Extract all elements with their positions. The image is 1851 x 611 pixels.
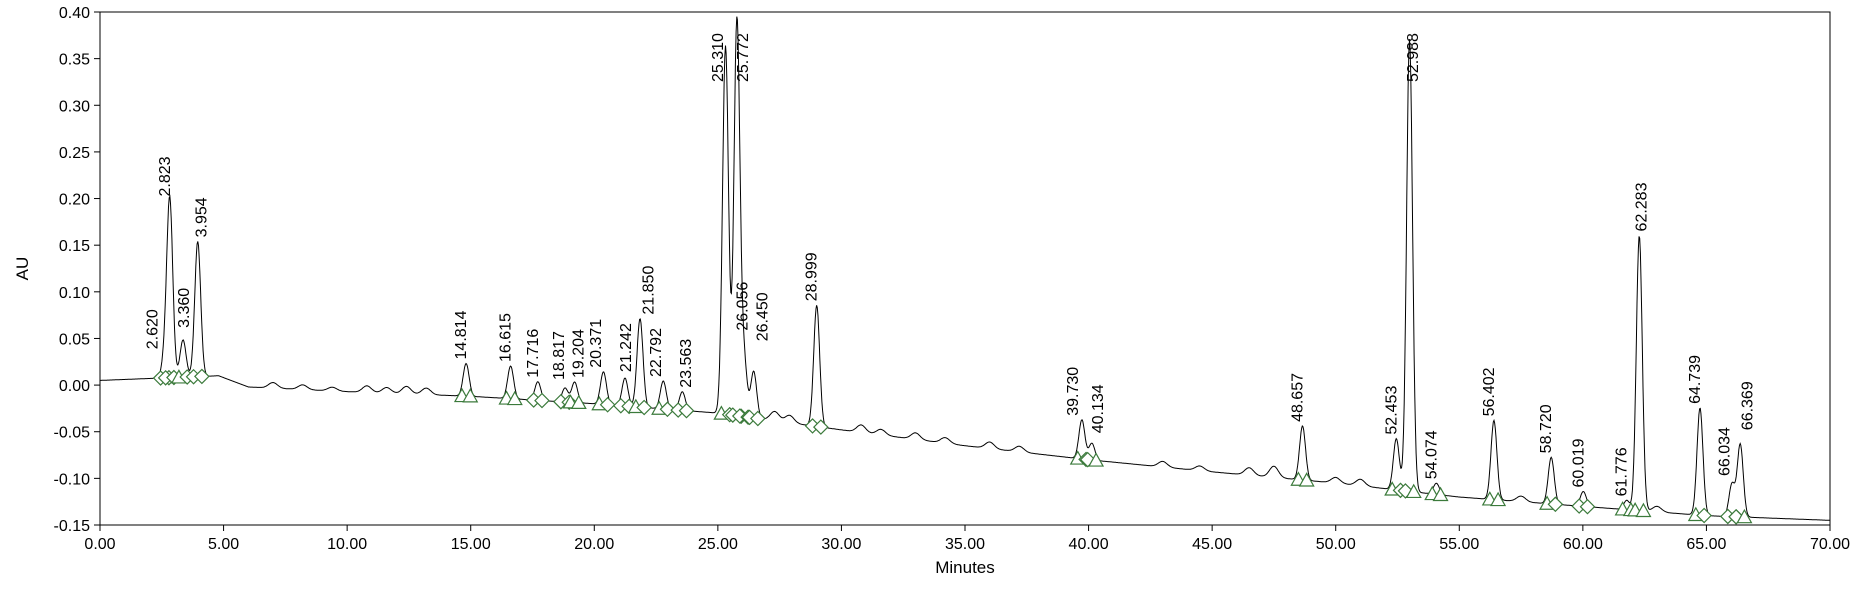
- x-tick-label: 40.00: [1069, 536, 1109, 553]
- peak-label: 52.988: [1405, 33, 1422, 82]
- y-tick-label: -0.15: [54, 518, 91, 535]
- x-tick-label: 55.00: [1439, 536, 1479, 553]
- peak-label: 28.999: [804, 252, 821, 301]
- x-tick-label: 20.00: [574, 536, 614, 553]
- peak-label: 3.954: [193, 197, 210, 237]
- y-tick-label: -0.05: [54, 425, 91, 442]
- peak-label: 56.402: [1481, 367, 1498, 416]
- x-tick-label: 45.00: [1192, 536, 1232, 553]
- y-tick-label: 0.30: [59, 98, 90, 115]
- peak-label: 23.563: [678, 339, 695, 388]
- y-tick-label: -0.10: [54, 471, 91, 488]
- peak-label: 14.814: [453, 310, 470, 359]
- y-tick-label: 0.00: [59, 378, 90, 395]
- peak-label: 39.730: [1065, 367, 1082, 416]
- peak-label: 2.823: [157, 156, 174, 196]
- peak-label: 21.242: [618, 323, 635, 372]
- peak-label: 2.620: [144, 309, 161, 349]
- peak-label: 17.716: [525, 329, 542, 378]
- x-tick-label: 60.00: [1563, 536, 1603, 553]
- peak-label: 58.720: [1538, 404, 1555, 453]
- y-tick-label: 0.20: [59, 192, 90, 209]
- peak-label: 64.739: [1687, 355, 1704, 404]
- x-tick-label: 10.00: [327, 536, 367, 553]
- peak-label: 26.450: [754, 292, 771, 341]
- peak-label: 22.792: [648, 328, 665, 377]
- y-axis-label: AU: [13, 257, 32, 281]
- chromatogram-container: -0.15 -0.10 -0.05 0.00 0.05 0.10 0.15 0.20 0.25 0…: [0, 0, 1851, 611]
- peak-label: 66.369: [1740, 381, 1757, 430]
- x-tick-label: 15.00: [451, 536, 491, 553]
- chromatogram-svg: -0.15 -0.10 -0.05 0.00 0.05 0.10 0.15 0.20 0.25 0…: [0, 0, 1851, 611]
- peak-label: 54.074: [1423, 430, 1440, 479]
- y-tick-label: 0.15: [59, 238, 90, 255]
- peak-label: 25.772: [735, 33, 752, 82]
- peak-label: 60.019: [1570, 438, 1587, 487]
- peak-label: 62.283: [1634, 182, 1651, 231]
- peak-label: 40.134: [1090, 384, 1107, 433]
- peak-label: 20.371: [588, 319, 605, 368]
- y-tick-label: 0.25: [59, 145, 90, 162]
- x-axis-label: Minutes: [935, 558, 995, 577]
- x-tick-label: 65.00: [1686, 536, 1726, 553]
- x-tick-label: 5.00: [208, 536, 239, 553]
- x-tick-label: 25.00: [698, 536, 738, 553]
- peak-label: 3.360: [176, 288, 193, 328]
- peak-label: 16.615: [498, 313, 515, 362]
- peak-label: 21.850: [641, 266, 658, 315]
- x-tick-label: 30.00: [821, 536, 861, 553]
- y-tick-label: 0.40: [59, 5, 90, 22]
- peak-label: 18.817: [551, 331, 568, 380]
- peak-label: 52.453: [1383, 386, 1400, 435]
- peak-label: 61.776: [1614, 447, 1631, 496]
- x-tick-label: 70.00: [1810, 536, 1850, 553]
- peak-label: 19.204: [570, 329, 587, 378]
- y-tick-label: 0.35: [59, 52, 90, 69]
- peak-label: 66.034: [1717, 427, 1734, 476]
- x-tick-label: 35.00: [945, 536, 985, 553]
- y-tick-label: 0.05: [59, 331, 90, 348]
- peak-label: 25.310: [710, 33, 727, 82]
- peak-label: 26.056: [735, 282, 752, 331]
- peak-label: 48.657: [1290, 373, 1307, 422]
- x-tick-label: 0.00: [84, 536, 115, 553]
- y-tick-label: 0.10: [59, 285, 90, 302]
- peak-marker-diamond: [195, 369, 209, 383]
- x-tick-label: 50.00: [1316, 536, 1356, 553]
